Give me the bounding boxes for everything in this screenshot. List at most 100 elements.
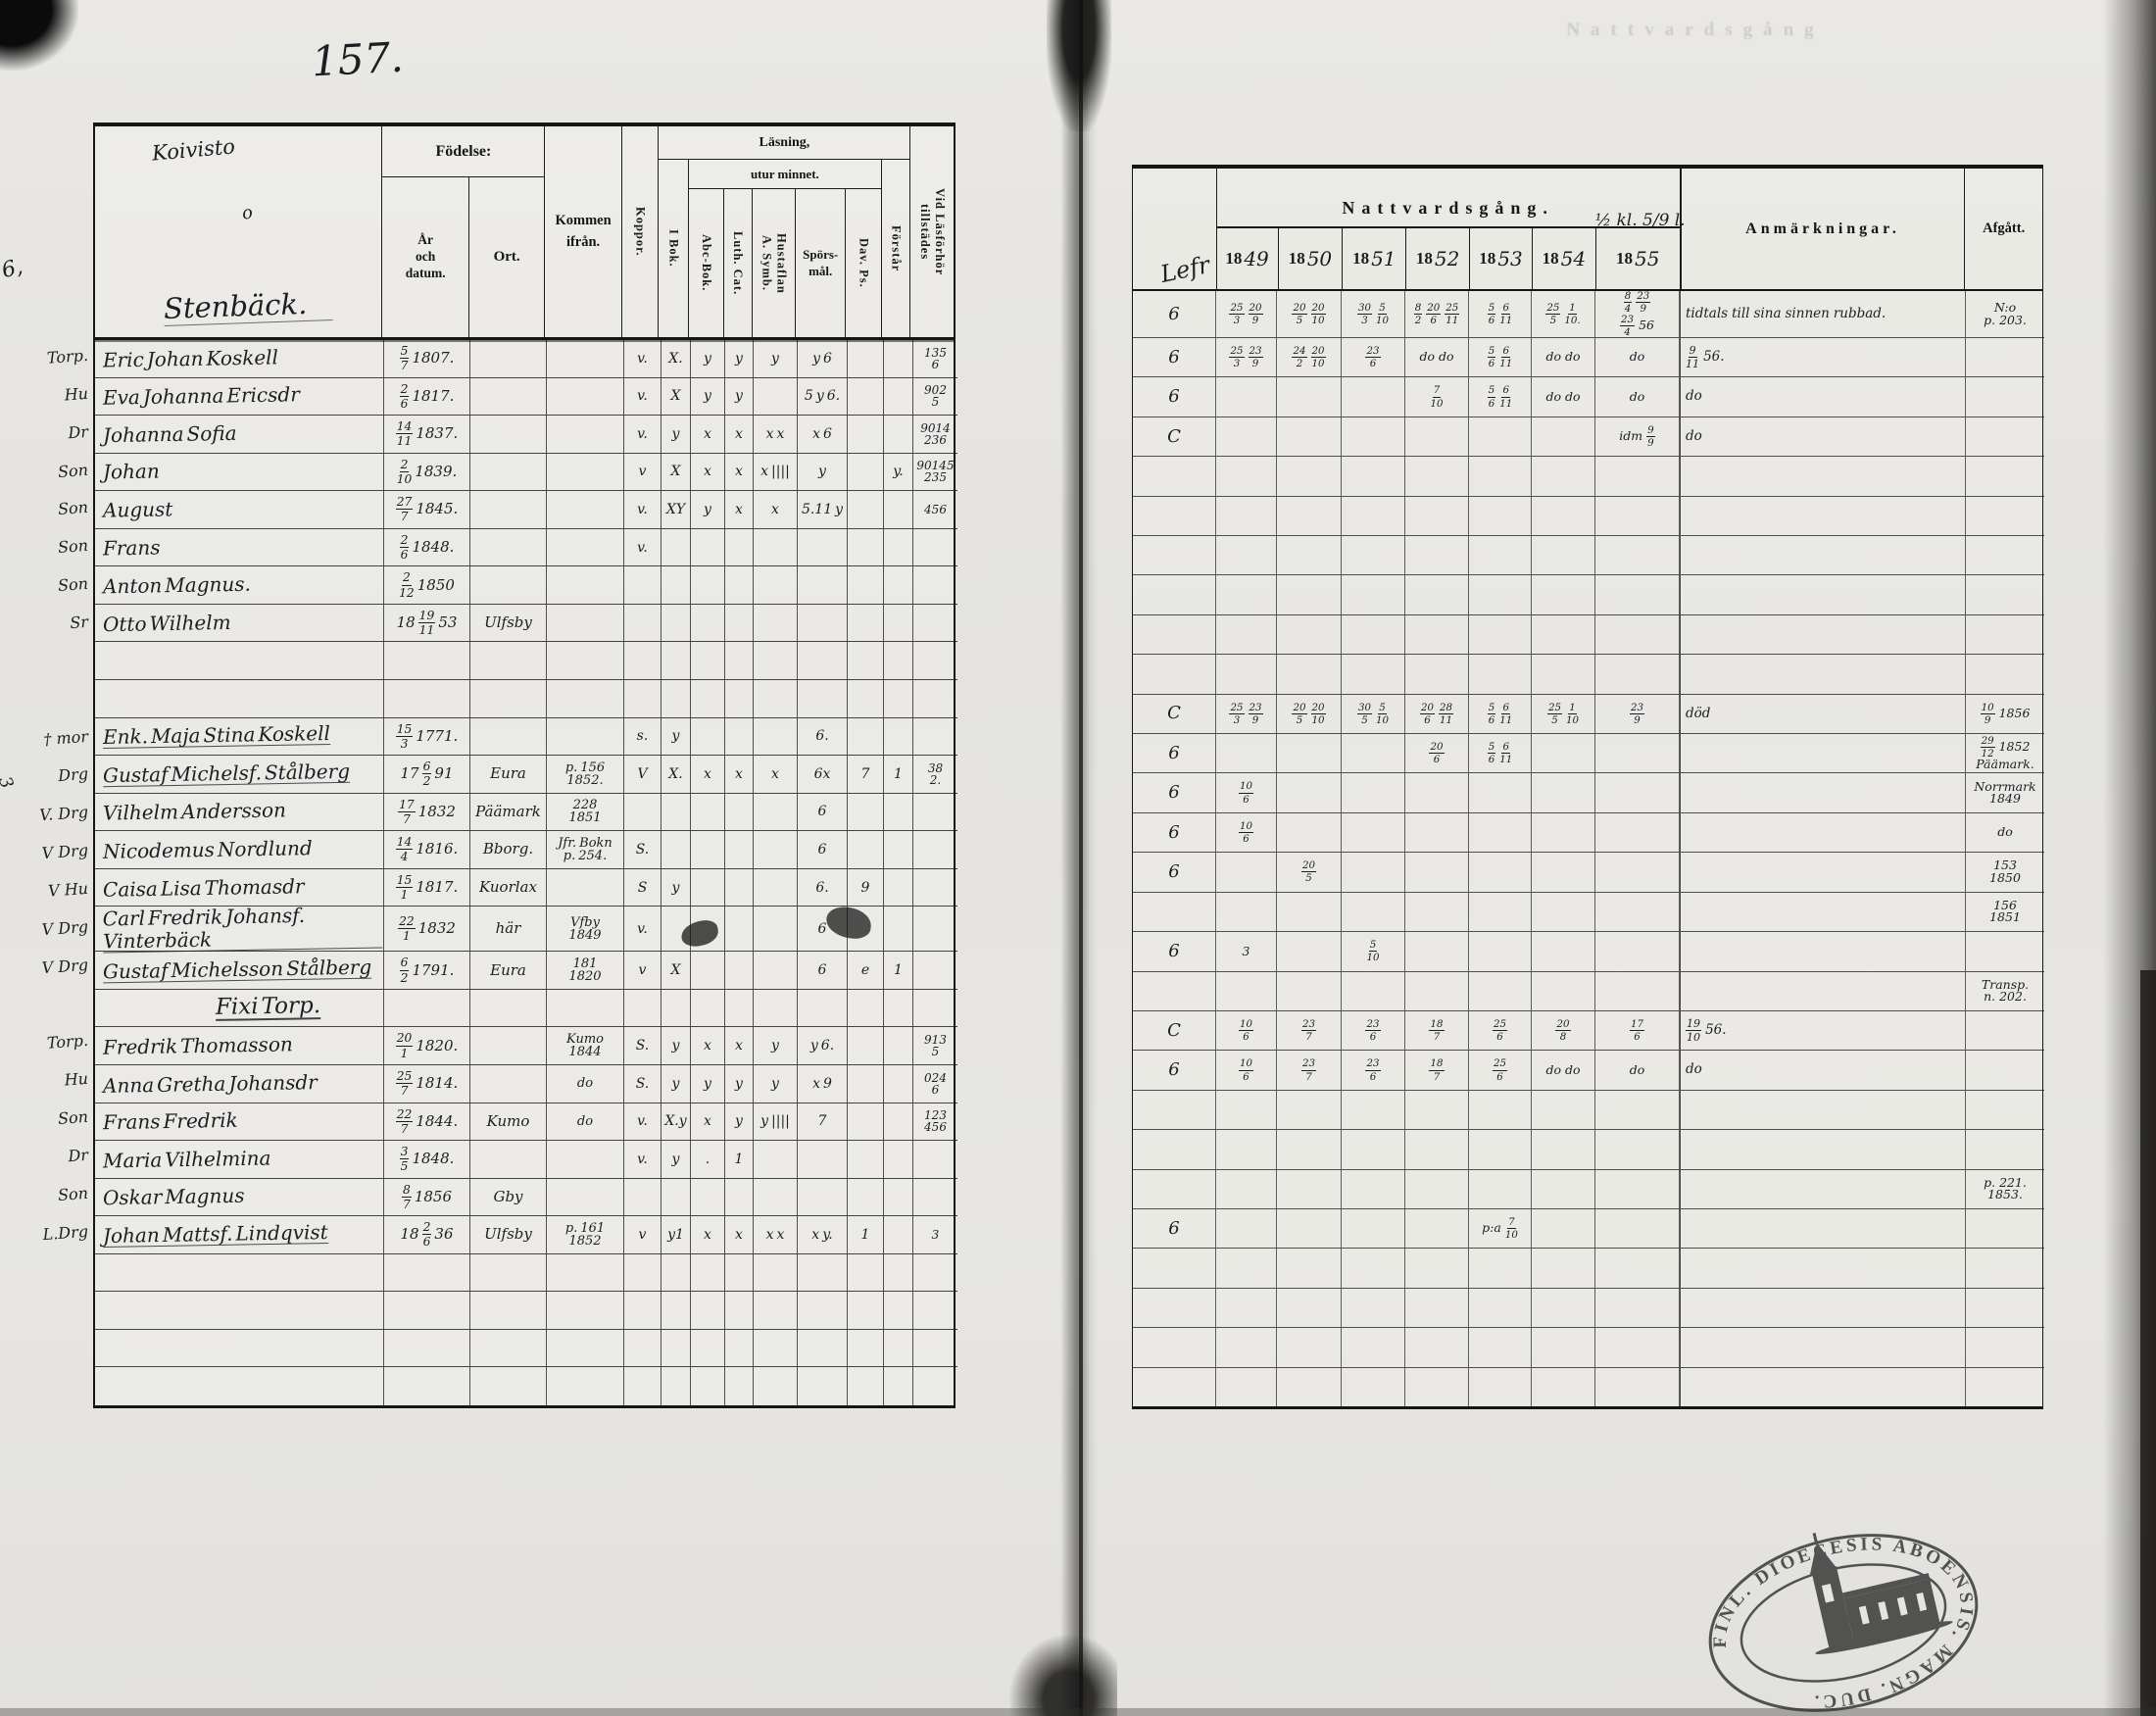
cell-luth: y [725, 1103, 754, 1141]
cell-ort: Ulfsby [470, 1216, 547, 1253]
cell-born: 6 2 1791. [384, 952, 470, 989]
cell-ibok [662, 604, 691, 642]
cell-y53 [1469, 575, 1532, 614]
cell-from [547, 680, 624, 717]
cell-luth: x [725, 1027, 754, 1064]
cell-spors: 6 [798, 831, 848, 868]
cell-y53: 5 6 6 11 [1469, 291, 1532, 337]
cell-abc: x [691, 416, 725, 453]
cell-name: Johan Mattsf. Lindqvist [95, 1216, 384, 1253]
cell-y55 [1595, 1090, 1680, 1130]
cell-ort: Bborg. [470, 831, 547, 868]
cell-name [95, 1367, 384, 1405]
cell-y53 [1469, 932, 1532, 971]
row-role-prefix: Torp. [46, 345, 89, 368]
cell-anm: 19 10 56. [1680, 1010, 1966, 1051]
cell-from [547, 717, 624, 756]
cell-y54: do do [1532, 338, 1595, 377]
cell-luth: 1 [725, 1141, 754, 1178]
cell-y49 [1216, 971, 1277, 1010]
register-row: Maria Vilhelmina 3 5 1848. v. y. 1 [95, 1141, 957, 1179]
cell-dav [848, 793, 884, 831]
register-row: Vilhelm Andersson 17 7 1832 Päämark 228 1851 6 [95, 793, 957, 832]
cell-afg [1966, 417, 2044, 456]
cell-luth [725, 868, 754, 907]
attended-examination-header-label: Vid Läsförhör tillstädes [918, 187, 948, 276]
cell-dav [848, 1141, 884, 1178]
came-from-header: Kommen ifrån. [544, 126, 620, 337]
cell-vidlas [913, 1330, 957, 1367]
cell-dav [848, 1103, 884, 1141]
cell-hust [754, 717, 798, 756]
cell-from [547, 1292, 624, 1329]
cell-hust [754, 989, 798, 1027]
cell-afg: p. 221. 1853. [1984, 1174, 2027, 1202]
cell-dav [848, 1027, 884, 1064]
cell-ibok: X.y [662, 1103, 691, 1141]
cell-anm: död [1680, 694, 1966, 734]
cell-afg: 156 1851 [1989, 897, 2021, 925]
cell-y53: 25 6 [1469, 1010, 1532, 1051]
cell-y51 [1342, 892, 1405, 932]
understands-header: Förstår [880, 160, 910, 337]
cell-from: 228 1851 [547, 793, 624, 831]
cell-koppor: v. [624, 416, 662, 453]
cell-vidlas: 90145 235 [916, 459, 955, 485]
cell-y49 [1216, 1208, 1277, 1249]
communion-row [1133, 614, 2044, 656]
cell-laser: 6 [1133, 1208, 1216, 1249]
cell-laser: 6 [1133, 812, 1216, 853]
cell-anm: 9 11 56. [1680, 338, 1966, 377]
davids-psalms-header-label: Dav. Ps. [857, 238, 871, 288]
cell-abc [691, 952, 725, 989]
cell-ort [470, 491, 547, 528]
cell-hust [754, 1292, 798, 1329]
cell-name: Caisa Lisa Thomasdr [95, 868, 384, 907]
cell-laser [1133, 892, 1216, 932]
cell-y55: 23 9 [1595, 694, 1680, 734]
from-memory-title: utur minnet. [688, 160, 881, 189]
row-role-prefix: Hu [64, 1069, 89, 1090]
communion-row: 6 3 5 10 [1133, 932, 2044, 972]
year-header-cell: 18 54 [1531, 228, 1595, 289]
communion-row [1133, 536, 2044, 576]
cell-anm: tidtals till sina sinnen rubbad. [1680, 291, 1966, 337]
cell-y51 [1342, 575, 1405, 614]
cell-luth [725, 566, 754, 604]
cell-vidlas: 135 6 [924, 345, 947, 371]
attended-examination-header: Vid Läsförhör tillstädes [909, 126, 954, 337]
cell-born: 18 19 11 53 [384, 604, 470, 642]
row-role-prefix: † mor [42, 726, 89, 749]
cell-y55 [1595, 1288, 1680, 1328]
cell-hust [754, 868, 798, 907]
cell-y52: 18 7 [1405, 1010, 1469, 1051]
cell-name: Fredrik Thomasson [95, 1027, 384, 1064]
cell-forst [884, 528, 913, 566]
cell-ort: Ulfsby [470, 604, 547, 642]
cell-afg: 10 9 1856 [1980, 701, 2031, 726]
cell-spors: 5.11 y [798, 491, 848, 528]
cell-y54 [1532, 1288, 1595, 1328]
cell-laser [1133, 1090, 1216, 1130]
cell-koppor [624, 642, 662, 679]
scan-bottom-edge [0, 1708, 2156, 1716]
cell-y53: 25 6 [1469, 1051, 1532, 1090]
cell-born [384, 989, 470, 1027]
in-book-header-label: I Bok. [666, 229, 681, 268]
cell-forst [884, 340, 913, 377]
cell-y51 [1342, 377, 1405, 417]
cell-y54 [1532, 1249, 1595, 1288]
cell-anm [1680, 1208, 1966, 1249]
cell-forst [884, 604, 913, 642]
cell-from [547, 1253, 624, 1292]
cell-y55 [1595, 971, 1680, 1010]
cell-y50 [1277, 812, 1342, 853]
cell-hust [754, 680, 798, 717]
cell-y55 [1595, 1249, 1680, 1288]
cell-y50 [1277, 971, 1342, 1010]
cell-spors: y [798, 453, 848, 491]
cell-hust [754, 1253, 798, 1292]
cell-y49 [1216, 1288, 1277, 1328]
margin-scribble: 3 [0, 773, 18, 792]
